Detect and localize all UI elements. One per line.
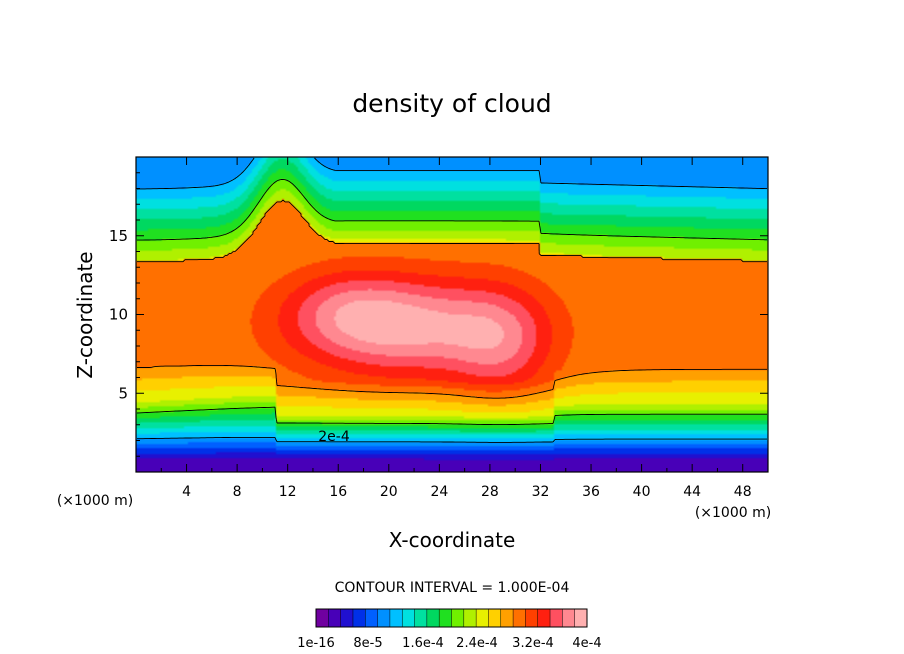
contour-line-3 [137, 199, 767, 399]
colorbar-swatch [488, 609, 502, 627]
colorbar-label: 3.2e-4 [512, 636, 554, 651]
colorbar-swatch [328, 609, 341, 627]
colorbar-swatch [574, 609, 588, 627]
colorbar-swatch [537, 609, 551, 627]
colorbar-swatch [525, 609, 539, 627]
y-axis-ticks: 5 10 15 [109, 172, 768, 457]
y-axis-label: Z-coordinate [73, 251, 97, 378]
density-field [136, 157, 768, 472]
x-tick-label: 12 [279, 484, 297, 500]
contour-interval-text: CONTOUR INTERVAL = 1.000E-04 [335, 580, 570, 596]
colorbar-swatch [500, 609, 514, 627]
x-tick-label: 8 [233, 484, 242, 500]
colorbar-swatch [550, 609, 563, 627]
y-tick-label: 5 [118, 384, 128, 402]
colorbar-swatch [340, 609, 354, 627]
colorbar-label: 8e-5 [353, 636, 382, 651]
colorbar-labels: 1e-16 8e-5 1.6e-4 2.4e-4 3.2e-4 4e-4 [297, 636, 601, 651]
y-tick-label: 15 [109, 227, 128, 245]
colorbar-swatch [389, 609, 403, 627]
colorbar-swatch [352, 609, 366, 627]
colorbar-label: 2.4e-4 [456, 636, 498, 651]
x-tick-label: 16 [329, 484, 347, 500]
contour-line-2 [136, 178, 767, 426]
colorbar-swatch [513, 609, 526, 627]
colorbar-swatch [562, 609, 575, 627]
colorbar-swatch [426, 609, 440, 627]
x-tick-label: 20 [380, 484, 398, 500]
colorbar-swatch [377, 609, 391, 627]
density-raster [136, 157, 768, 472]
x-tick-label: 44 [683, 484, 701, 500]
colorbar-label: 1.6e-4 [402, 636, 444, 651]
y-tick-label: 10 [109, 306, 128, 324]
x-axis-label: X-coordinate [389, 528, 516, 552]
x-tick-label: 32 [532, 484, 550, 500]
contour-lines [136, 157, 767, 443]
x-unit-right: (×1000 m) [695, 505, 771, 521]
contour-line-1 [136, 157, 767, 443]
x-tick-label: 36 [582, 484, 600, 500]
x-unit-left: (×1000 m) [57, 493, 133, 509]
x-axis-ticks: 4 8 12 16 20 24 28 32 36 40 44 48 [160, 157, 752, 500]
x-tick-label: 24 [430, 484, 448, 500]
colorbar-label: 1e-16 [297, 636, 335, 651]
colorbar-swatch [476, 609, 489, 627]
colorbar-swatch [414, 609, 428, 627]
colorbar-swatch [439, 609, 452, 627]
colorbar-swatch [365, 609, 378, 627]
colorbar-label: 4e-4 [572, 636, 601, 651]
colorbar-swatch [316, 609, 329, 627]
colorbar-swatch [402, 609, 415, 627]
x-tick-label: 28 [481, 484, 499, 500]
x-tick-label: 40 [633, 484, 651, 500]
colorbar-swatch [463, 609, 477, 627]
colorbar-swatch [451, 609, 465, 627]
x-tick-label: 4 [182, 484, 191, 500]
colorbar [315, 608, 588, 628]
x-tick-label: 48 [734, 484, 752, 500]
chart-title: density of cloud [352, 89, 551, 118]
contour-label-2e-4: 2e-4 [318, 429, 350, 445]
